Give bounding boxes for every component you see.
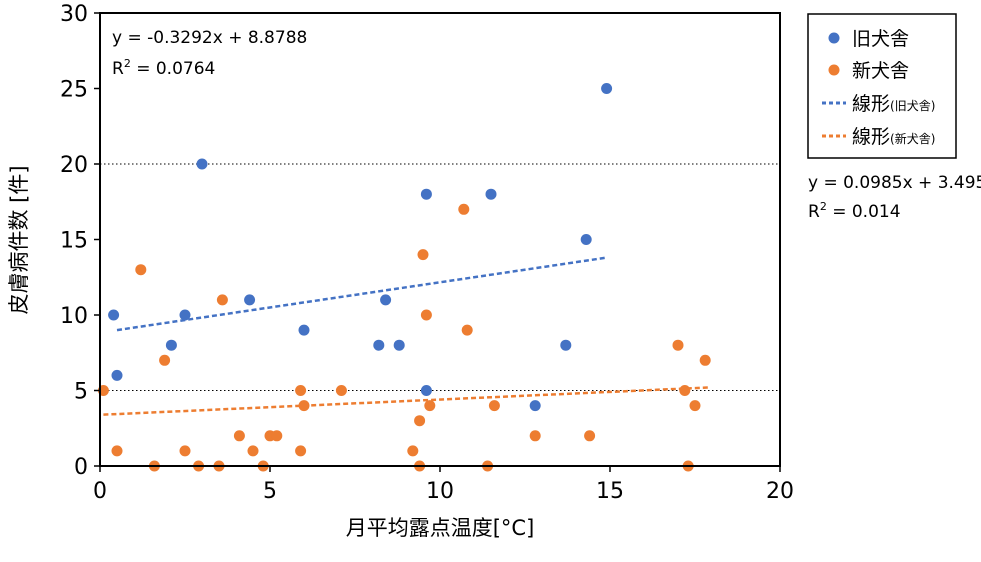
gridlines	[100, 163, 780, 391]
y-tick-label: 30	[60, 2, 88, 27]
data-point-old	[179, 309, 191, 321]
axis-ticks: 0 5 10 15 20 25 30 0 5 10 15 20	[60, 2, 794, 504]
data-point-new	[295, 445, 307, 457]
data-point-new	[689, 400, 701, 412]
data-point-new	[672, 339, 684, 351]
data-point-old	[108, 309, 120, 321]
legend-marker-old	[828, 32, 840, 44]
data-point-new	[424, 400, 436, 412]
legend-label-trend-new: 線形(新犬舎)	[852, 126, 935, 148]
data-point-new	[216, 294, 228, 306]
trendline-old	[116, 256, 607, 332]
x-tick-label: 0	[93, 479, 107, 504]
new-regression-equation: y = 0.0985x + 3.495	[808, 173, 981, 193]
data-point-new	[271, 430, 283, 442]
y-axis-title: 皮膚病件数 [件]	[7, 165, 31, 314]
legend-trend-old-main: 線形	[852, 93, 890, 115]
legend: 旧犬舎 新犬舎 線形(旧犬舎) 線形(新犬舎)	[807, 13, 957, 159]
data-point-old	[373, 339, 385, 351]
y-tick-label: 25	[60, 78, 88, 103]
data-point-old	[485, 188, 497, 200]
data-point-new	[679, 385, 691, 396]
data-point-new	[295, 385, 307, 396]
data-point-new	[461, 324, 473, 336]
y-tick-label: 5	[74, 380, 88, 405]
data-point-new	[179, 445, 191, 457]
data-points	[97, 83, 711, 472]
data-point-new	[529, 430, 541, 442]
data-point-old	[529, 400, 541, 412]
data-point-new	[488, 400, 500, 412]
old-r2-value: = 0.0764	[131, 59, 216, 79]
data-point-old	[601, 83, 613, 94]
legend-trend-new-sub: (新犬舎)	[890, 131, 935, 146]
old-r2-prefix: R	[112, 59, 124, 79]
x-tick-label: 5	[263, 479, 277, 504]
data-point-new	[414, 415, 426, 427]
data-point-old	[380, 294, 392, 306]
trendline-new	[103, 386, 709, 416]
x-axis-title: 月平均露点温度[°C]	[346, 516, 535, 540]
x-tick-label: 15	[596, 479, 624, 504]
old-regression-equation: y = -0.3292x + 8.8788	[112, 28, 307, 48]
old-r2-superscript: 2	[124, 57, 131, 70]
new-r2-superscript: 2	[820, 200, 827, 213]
new-r2-value: = 0.014	[827, 202, 901, 222]
data-point-old	[560, 339, 572, 351]
data-point-new	[417, 249, 429, 261]
legend-marker-new	[828, 64, 840, 76]
new-regression-r2: R2 = 0.014	[808, 200, 901, 222]
y-tick-label: 0	[74, 455, 88, 480]
legend-label-old: 旧犬舎	[852, 28, 909, 50]
data-point-old	[393, 339, 405, 351]
trendlines	[103, 256, 709, 416]
data-point-new	[584, 430, 596, 442]
data-point-new	[135, 264, 147, 276]
legend-label-new: 新犬舎	[852, 60, 909, 82]
y-tick-label: 10	[60, 304, 88, 329]
new-r2-prefix: R	[808, 202, 820, 222]
legend-label-trend-old: 線形(旧犬舎)	[852, 93, 935, 115]
y-tick-label: 20	[60, 153, 88, 178]
data-point-new	[111, 445, 123, 457]
legend-trend-old-sub: (旧犬舎)	[890, 99, 935, 113]
data-point-new	[247, 445, 259, 457]
data-point-new	[407, 445, 419, 457]
x-tick-label: 20	[766, 479, 794, 504]
data-point-new	[335, 385, 347, 396]
data-point-old	[420, 188, 432, 200]
data-point-old	[196, 158, 208, 170]
old-regression-r2: R2 = 0.0764	[112, 57, 215, 79]
data-point-new	[233, 430, 245, 442]
data-point-old	[420, 385, 432, 396]
data-point-new	[699, 354, 711, 366]
x-tick-label: 10	[426, 479, 454, 504]
data-point-new	[159, 354, 171, 366]
legend-trend-new-main: 線形	[852, 126, 890, 148]
y-tick-label: 15	[60, 229, 88, 254]
data-point-new	[298, 400, 310, 412]
data-point-old	[298, 324, 310, 336]
data-point-old	[580, 234, 592, 245]
data-point-old	[111, 369, 123, 381]
data-point-new	[458, 203, 470, 215]
data-point-new	[420, 309, 432, 321]
data-point-old	[244, 294, 256, 306]
data-point-old	[165, 339, 177, 351]
